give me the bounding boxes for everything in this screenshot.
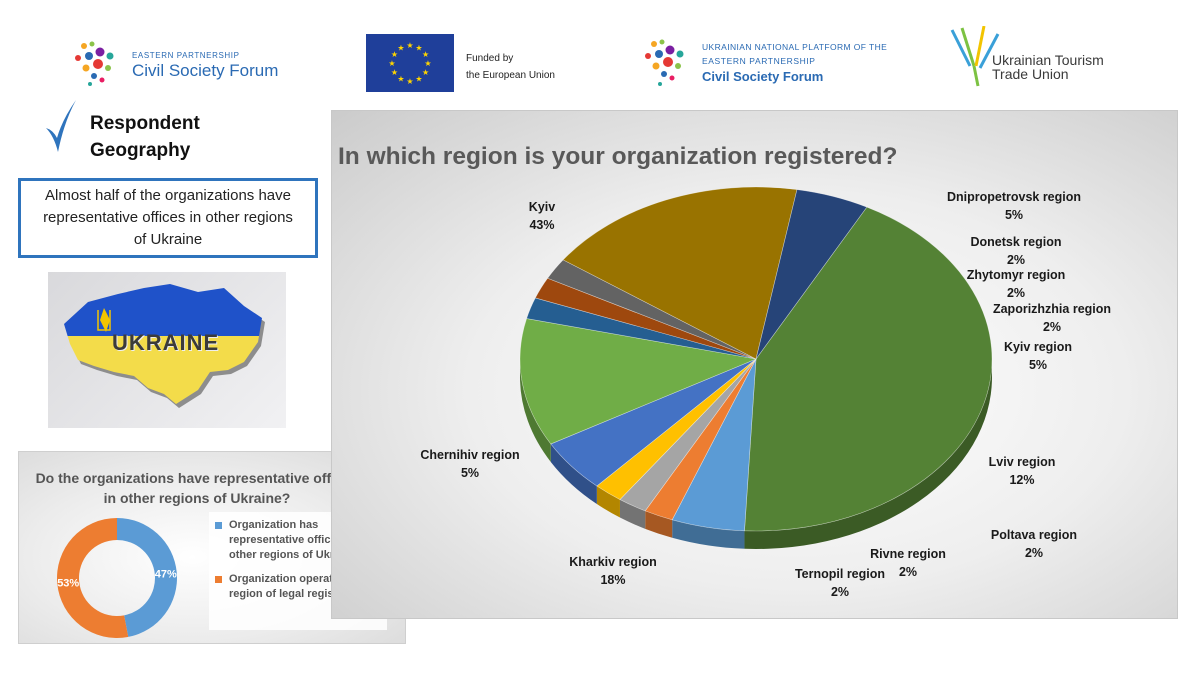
summary-text: Almost half of the organizations have re…: [43, 187, 293, 248]
unp-text-line-2: EASTERN PARTNERSHIP: [702, 56, 816, 66]
pie-value-donetsk-region: 2%: [1007, 253, 1025, 267]
pie-value-dnipropetrovsk-region: 5%: [1005, 208, 1023, 222]
legend-item-has-offices: Organization has representative offices …: [215, 518, 383, 563]
pie-label-donetsk-region: Donetsk region: [971, 235, 1062, 249]
donut-chart-title: Do the organizations have representative…: [35, 470, 359, 506]
pie-side-kyiv: [744, 359, 992, 549]
pie-labels: Kyiv 43% Dnipropetrovsk region 5% Donetsk re…: [420, 190, 1111, 599]
pie-label-lviv-region: Lviv region: [989, 455, 1056, 469]
pie-value-zaporizhzhia-region: 2%: [1043, 320, 1061, 334]
eu-star-icon: ★: [406, 41, 413, 50]
pie-value-ternopil-region: 2%: [831, 585, 849, 599]
pie-label-dnipropetrovsk-region: Dnipropetrovsk region: [947, 190, 1081, 204]
pie-top: [519, 186, 993, 532]
pie-value-kyiv: 43%: [529, 218, 554, 232]
uttu-text-line-2: Trade Union: [992, 66, 1069, 82]
pie-label-chernihiv-region: Chernihiv region: [420, 448, 519, 462]
uttu-emblem-icon: [950, 25, 1000, 87]
pie-side-donetsk-region: [645, 510, 673, 538]
pie-side-lviv-region: [520, 359, 551, 462]
eu-star-icon: ★: [415, 75, 422, 84]
unp-text-line-3: Civil Society Forum: [702, 69, 824, 84]
unp-eap-csf-logo: UKRAINIAN NATIONAL PLATFORM OF THE EASTE…: [640, 36, 900, 96]
donut-slice-organization-has-representativ: [117, 518, 178, 637]
eu-star-icon: ★: [397, 43, 404, 52]
pie-label-kharkiv-region: Kharkiv region: [569, 555, 657, 569]
eu-flag-icon: ★★★★★★★★★ ★ ★★: [366, 34, 454, 92]
eu-star-icon: ★: [422, 50, 429, 59]
pie-label-zhytomyr-region: Zhytomyr region: [967, 268, 1066, 282]
legend-swatch-blue: [215, 522, 222, 529]
eu-star-icon: ★: [424, 59, 431, 68]
ukraine-map-image: UKRAINE: [48, 272, 286, 428]
map-label: UKRAINE: [112, 330, 220, 355]
summary-callout: Almost half of the organizations have re…: [18, 178, 318, 258]
eu-star-icon: ★: [422, 68, 429, 77]
pie-value-zhytomyr-region: 2%: [1007, 286, 1025, 300]
pie-value-poltava-region: 2%: [1025, 546, 1043, 560]
eu-star-icon: ★: [406, 77, 413, 86]
eu-text-line-2: the European Union: [466, 70, 555, 81]
region-pie-chart: Kyiv 43% Dnipropetrovsk region 5% Donetsk re…: [331, 110, 1178, 619]
pie-label-kyiv-region: Kyiv region: [1004, 340, 1072, 354]
eap-dots-icon: [75, 41, 114, 86]
eap-small-text: EASTERN PARTNERSHIP: [132, 51, 240, 60]
eu-star-icon: ★: [391, 68, 398, 77]
donut-value-label: 53%: [57, 578, 79, 590]
pie-side-zaporizhzhia-region: [596, 486, 620, 518]
pie-sides: [520, 359, 992, 549]
eu-star-icon: ★: [415, 43, 422, 52]
eu-star-icon: ★: [397, 75, 404, 84]
section-title: Respondent Geography: [90, 113, 200, 161]
pie-slice-kharkiv-region: [562, 186, 798, 360]
pie-side-kyiv-region: [550, 443, 597, 505]
pie-slice-lviv-region: [519, 318, 758, 445]
donut-value-label: 47%: [155, 568, 177, 580]
pie-label-poltava-region: Poltava region: [991, 528, 1077, 542]
pie-value-chernihiv-region: 5%: [461, 466, 479, 480]
checkmark-icon: [46, 100, 76, 152]
eu-text-line-1: Funded by: [466, 53, 514, 64]
uttu-logo: Ukrainian Tourism Trade Union: [948, 25, 1118, 88]
uttu-text-line-1: Ukrainian Tourism: [992, 52, 1104, 68]
unp-text-line-1: UKRAINIAN NATIONAL PLATFORM OF THE: [702, 42, 888, 52]
eu-star-icon: ★: [391, 50, 398, 59]
pie-value-kharkiv-region: 18%: [600, 573, 625, 587]
pie-label-rivne-region: Rivne region: [870, 547, 946, 561]
ukraine-map-icon: [64, 284, 265, 408]
donut-chart-svg: 47% 53%: [57, 518, 178, 638]
pie-chart-title: In which region is your organization reg…: [338, 143, 898, 170]
pie-value-lviv-region: 12%: [1009, 473, 1034, 487]
pie-side-zhytomyr-region: [619, 499, 646, 529]
pie-label-kyiv: Kyiv: [529, 200, 555, 214]
pie-slice-chernihiv-region: [755, 189, 868, 360]
pie-label-zaporizhzhia-region: Zaporizhzhia region: [993, 302, 1111, 316]
eap-big-text: Civil Society Forum: [132, 61, 279, 80]
pie-value-rivne-region: 2%: [899, 565, 917, 579]
pie-label-ternopil-region: Ternopil region: [795, 567, 885, 581]
donut-slice-organization-operates-in-the-r: [57, 518, 129, 638]
eap-csf-logo: EASTERN PARTNERSHIP Civil Society Forum: [70, 38, 290, 94]
legend-swatch-orange: [215, 576, 222, 583]
unp-dots-icon: [645, 39, 684, 86]
pie-slice-kyiv: [744, 206, 993, 532]
region-pie-svg: Kyiv 43% Dnipropetrovsk region 5% Donetsk re…: [420, 186, 1111, 599]
eu-funding-logo: ★ ★ ★ ★ ★ ★ ★ ★ ★ ★ ★ ★ Funded by the European Unio…: [366, 34, 586, 94]
pie-value-kyiv-region: 5%: [1029, 358, 1047, 372]
eu-star-icon: ★: [388, 59, 395, 68]
pie-side-dnipropetrovsk-region: [672, 519, 745, 549]
